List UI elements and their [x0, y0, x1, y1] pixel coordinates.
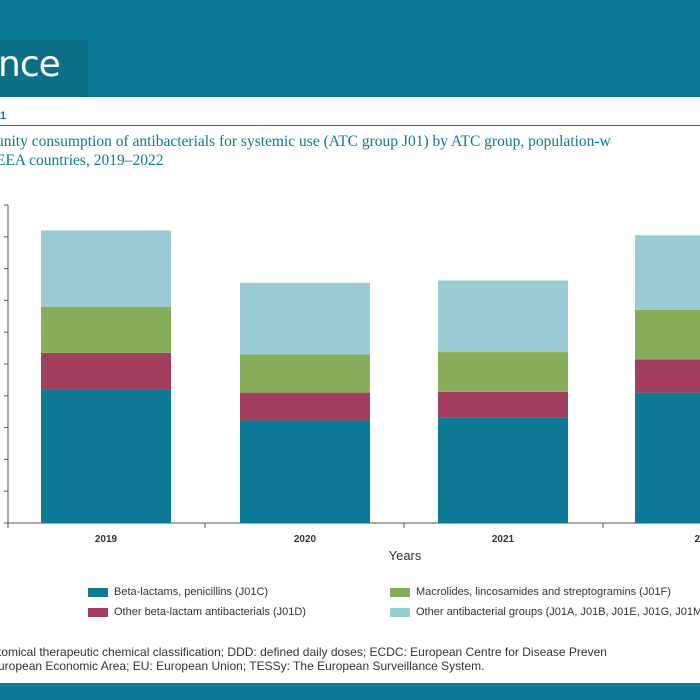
- bar-segment-2019-series-3: [41, 306, 171, 353]
- figure-caption: unity consumption of antibacterials for …: [0, 132, 700, 170]
- x-tick-label: 2020: [294, 534, 317, 545]
- bar-segment-2019-series-1: [41, 389, 171, 523]
- legend-label: Other antibacterial groups (J01A, J01B, …: [416, 606, 700, 618]
- figure-label: 1: [0, 110, 7, 122]
- bar-segment-2020-series-3: [240, 354, 370, 393]
- chart-bars: [41, 230, 700, 523]
- legend-label: Beta-lactams, penicillins (J01C): [114, 586, 269, 598]
- bar-segment-2019-series-2: [41, 352, 171, 390]
- footnote-line-1: tomical therapeutic chemical classificat…: [0, 645, 607, 659]
- header-tab: [0, 40, 88, 97]
- footer-band: [0, 683, 700, 700]
- bar-segment-2021-series-2: [438, 391, 568, 418]
- section-title: nce: [0, 44, 61, 85]
- footnote-line-2: uropean Economic Area; EU: European Unio…: [0, 659, 485, 673]
- bar-segment-2021-series-1: [438, 417, 568, 523]
- x-tick-label: 20: [694, 534, 700, 545]
- figure-rule: [0, 125, 700, 126]
- bar-segment-2020-series-2: [240, 392, 370, 421]
- legend-item: Other antibacterial groups (J01A, J01B, …: [390, 606, 700, 618]
- x-tick-labels: 2019 2020 2021 20: [95, 534, 700, 545]
- legend-item: Other beta-lactam antibacterials (J01D): [88, 606, 306, 618]
- legend-item: Beta-lactams, penicillins (J01C): [88, 586, 268, 598]
- x-tick-label: 2021: [492, 534, 515, 545]
- bar-segment-2019-series-4: [41, 230, 171, 307]
- bar-segment-20-series-2: [635, 359, 700, 393]
- bar-segment-20-series-1: [635, 392, 700, 523]
- legend-swatch: [88, 607, 108, 617]
- legend-swatch: [390, 587, 410, 597]
- bar-segment-2020-series-4: [240, 282, 370, 355]
- legend-swatch: [88, 587, 108, 597]
- footnote: tomical therapeutic chemical classificat…: [0, 645, 700, 673]
- legend-swatch: [390, 607, 410, 617]
- legend-label: Other beta-lactam antibacterials (J01D): [114, 606, 306, 618]
- bar-segment-20-series-3: [635, 309, 700, 360]
- bar-segment-20-series-4: [635, 235, 700, 310]
- x-axis-label: Years: [389, 548, 422, 563]
- caption-line-2: EEA countries, 2019–2022: [0, 152, 164, 169]
- bar-segment-2021-series-4: [438, 280, 568, 353]
- caption-line-1: unity consumption of antibacterials for …: [0, 133, 611, 150]
- header-band: [0, 0, 700, 97]
- bar-segment-2020-series-1: [240, 420, 370, 523]
- legend-label: Macrolides, lincosamides and streptogram…: [416, 586, 671, 598]
- bar-segment-2021-series-3: [438, 352, 568, 392]
- x-tick-label: 2019: [95, 534, 118, 545]
- legend-item: Macrolides, lincosamides and streptogram…: [390, 586, 671, 598]
- stacked-bar-chart: 2019 2020 2021 20 Years: [4, 204, 700, 563]
